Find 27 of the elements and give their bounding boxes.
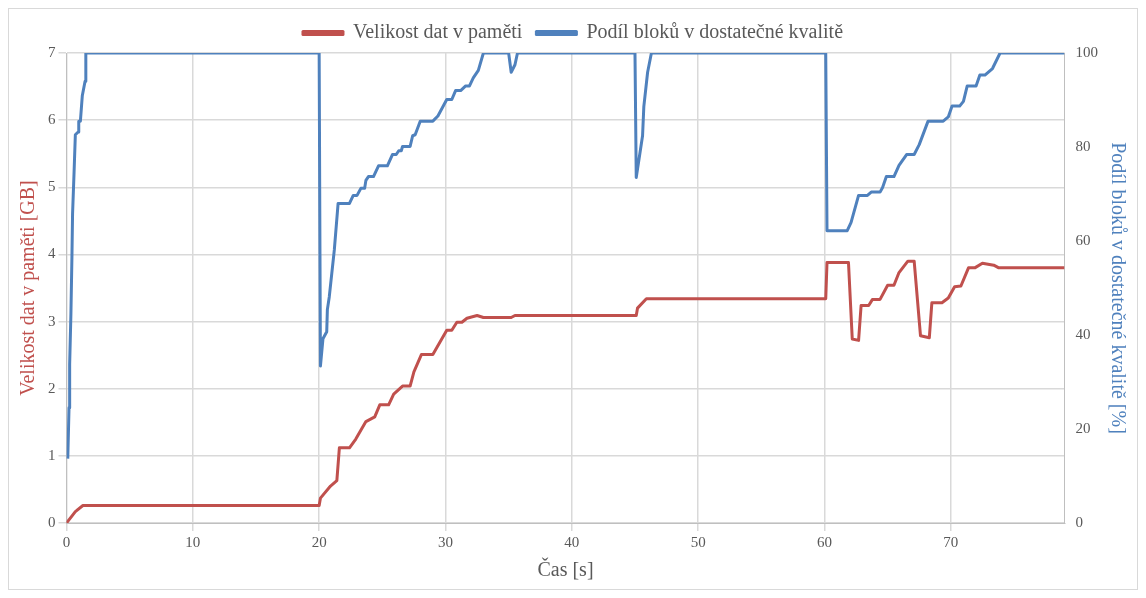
y-axis-title: Velikost dat v paměti [GB] (16, 180, 40, 396)
legend-label: Podíl bloků v dostatečné kvalitě (586, 20, 844, 43)
x-tick-label: 0 (62, 533, 71, 550)
y2-axis-title: Podíl bloků v dostatečné kvalitě [%] (1107, 142, 1130, 434)
x-tick-label: 20 (311, 533, 327, 550)
y-tick-label: 0 (48, 513, 56, 530)
y-tick-label: 5 (48, 178, 56, 195)
y-tick-label: 4 (48, 245, 56, 262)
x-tick-label: 60 (816, 533, 832, 550)
y-tick-label: 7 (48, 43, 56, 60)
y-tick-label: 2 (48, 379, 56, 396)
y2-tick-label: 100 (1075, 43, 1098, 60)
y2-tick-label: 20 (1075, 419, 1091, 436)
x-tick-label: 50 (690, 533, 706, 550)
y-tick-label: 6 (48, 111, 56, 128)
y2-tick-label: 60 (1075, 231, 1091, 248)
y2-tick-label: 0 (1075, 513, 1083, 530)
x-tick-label: 70 (943, 533, 959, 550)
x-axis-title: Čas [s] (537, 557, 594, 581)
x-tick-label: 10 (185, 533, 201, 550)
x-tick-label: 40 (564, 533, 580, 550)
y-tick-label: 3 (48, 312, 56, 329)
y2-tick-label: 80 (1075, 137, 1091, 154)
x-tick-label: 30 (437, 533, 453, 550)
legend-label: Velikost dat v paměti (352, 20, 523, 44)
y-tick-label: 1 (48, 446, 56, 463)
y2-tick-label: 40 (1075, 325, 1091, 342)
